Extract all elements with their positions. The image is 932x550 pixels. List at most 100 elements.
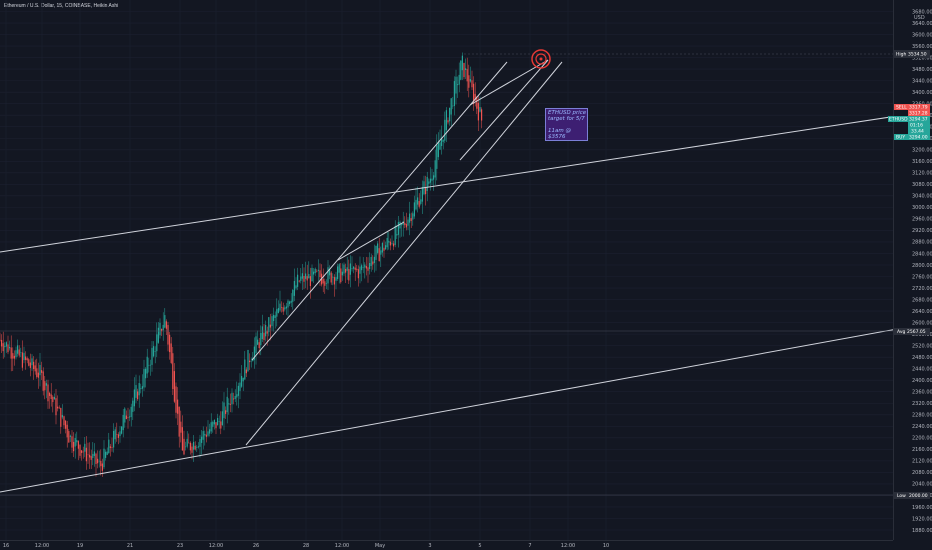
candle-body	[295, 285, 297, 289]
candle-body	[13, 355, 15, 359]
target-circle-icon[interactable]	[531, 49, 551, 69]
candle-body	[1, 339, 3, 347]
candle-body	[437, 142, 439, 158]
sell-flag[interactable]: SELL 3317.79	[894, 104, 930, 111]
candle-body	[404, 222, 406, 226]
svg-text:3534.50: 3534.50	[908, 52, 927, 58]
candle-body	[269, 324, 271, 328]
candle-body	[157, 327, 159, 343]
svg-text:Avg: Avg	[897, 329, 905, 335]
candle-body	[285, 306, 287, 309]
trendline-inner-1[interactable]	[337, 221, 405, 261]
price-tick-label: 2040.00	[912, 482, 932, 488]
candle-body	[378, 248, 380, 262]
svg-text:3294.00: 3294.00	[909, 135, 928, 141]
candle-body	[471, 80, 473, 88]
candle-body	[417, 197, 419, 205]
candle-body	[113, 430, 115, 448]
candle-body	[188, 442, 190, 444]
candle-body	[167, 325, 169, 345]
trendline-channel-base[interactable]	[245, 61, 563, 446]
candle-body	[20, 352, 22, 353]
trendline-channel-top[interactable]	[251, 61, 508, 361]
candle-body	[340, 268, 342, 283]
candle-body	[361, 265, 363, 271]
candle-body	[429, 178, 431, 183]
candle-body	[445, 110, 447, 131]
candle-body	[15, 350, 17, 358]
candle-body	[242, 377, 244, 382]
price-tick-label: 2440.00	[912, 366, 932, 372]
candle-body	[145, 368, 147, 379]
candle-body	[394, 225, 396, 245]
trendline-upper-long[interactable]	[0, 115, 898, 253]
candle-body	[149, 364, 151, 366]
trendline-inner-2[interactable]	[459, 59, 549, 161]
candle-body	[397, 222, 399, 235]
candle-body	[153, 346, 155, 357]
candle-body	[87, 454, 89, 456]
price-axis[interactable]	[894, 0, 932, 550]
price-tick-label: 2160.00	[912, 447, 932, 453]
candle-body	[329, 269, 331, 276]
candle-body	[77, 441, 79, 449]
price-tick-label: 2200.00	[912, 436, 932, 442]
price-target-note[interactable]: ETHUSD price target for 5/7 11am @ $3576	[545, 108, 588, 141]
candle-body	[164, 315, 166, 328]
candle-body	[55, 398, 57, 416]
candle-body	[433, 175, 435, 180]
candle-body	[84, 443, 86, 452]
note-line-3: 11am @	[548, 128, 571, 134]
candle-body	[180, 421, 182, 433]
candle-body	[245, 369, 247, 374]
candle-body	[65, 420, 67, 429]
candle-body	[186, 438, 188, 447]
time-tick-label: 26	[253, 543, 259, 549]
candle-body	[425, 187, 427, 195]
candle-body	[333, 277, 335, 285]
candle-body	[386, 237, 388, 248]
candle-body	[117, 434, 119, 438]
candle-body	[367, 267, 369, 271]
price-tick-label: 2240.00	[912, 424, 932, 430]
candle-body	[428, 181, 430, 184]
candle-body	[391, 243, 393, 244]
candle-body	[460, 60, 462, 80]
candle-body	[260, 332, 262, 346]
candle-body	[268, 317, 270, 333]
candle-body	[138, 383, 140, 396]
candle-body	[349, 263, 351, 275]
svg-text:ETHUSD: ETHUSD	[889, 117, 908, 123]
price-tick-label: 3000.00	[912, 205, 932, 211]
candle-body	[109, 446, 111, 448]
candle-body	[396, 234, 398, 236]
candle-body	[468, 75, 470, 88]
trendline-inner-3[interactable]	[469, 59, 549, 106]
candle-body	[282, 307, 284, 312]
candle-body	[421, 186, 423, 202]
candle-body	[249, 360, 251, 363]
trendline-lower-long[interactable]	[0, 328, 898, 493]
candle-body	[31, 358, 33, 366]
candle-body	[257, 339, 259, 345]
candle-body	[346, 267, 348, 271]
price-tick-label: 3600.00	[912, 32, 932, 38]
price-tick-label: 3160.00	[912, 159, 932, 165]
candle-body	[266, 330, 268, 334]
candle-body	[191, 446, 193, 453]
candle-body	[197, 446, 199, 448]
candle-body	[25, 356, 27, 360]
candle-body	[452, 105, 454, 107]
candle-body	[316, 270, 318, 272]
price-tick-label: 3120.00	[912, 171, 932, 177]
candle-body	[161, 329, 163, 332]
candle-body	[449, 107, 451, 122]
price-tick-label: 2840.00	[912, 251, 932, 257]
candle-body	[37, 372, 39, 378]
candle-body	[348, 269, 350, 281]
candle-body	[319, 270, 321, 278]
candle-body	[327, 267, 329, 284]
candle-body	[380, 250, 382, 255]
buy-flag[interactable]: BUY 3294.00	[894, 134, 930, 141]
